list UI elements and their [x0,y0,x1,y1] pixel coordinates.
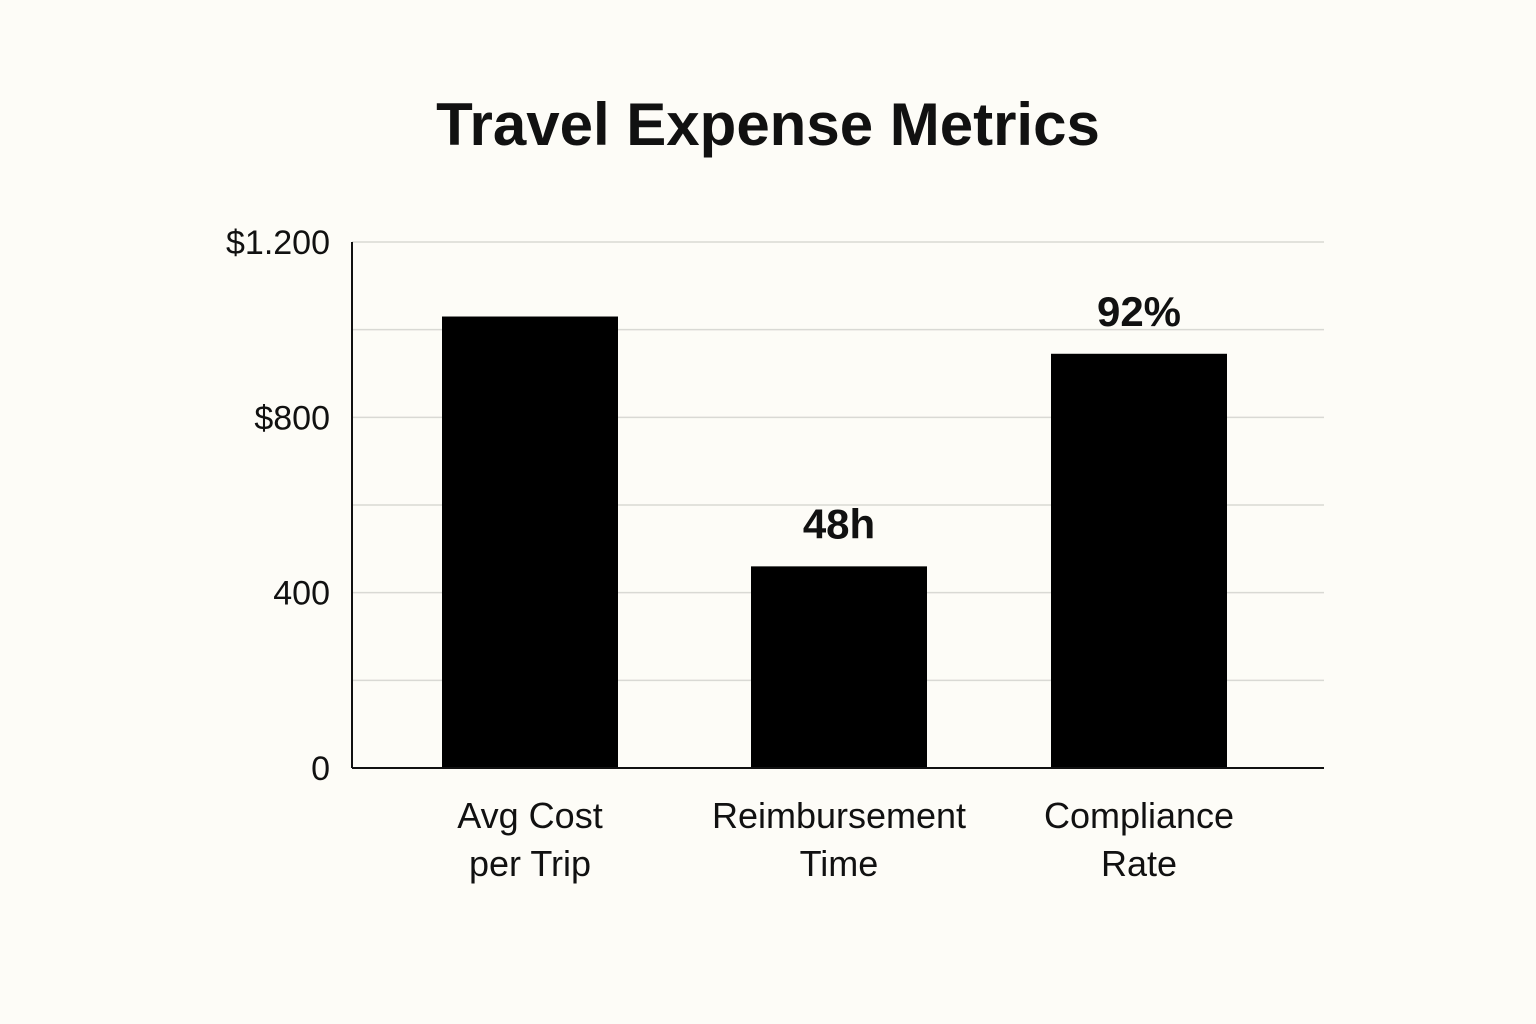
bar [751,566,927,768]
x-category-label-line: Time [800,843,879,884]
chart-title: Travel Expense Metrics [436,91,1100,158]
x-category-label: Avg Cost per Trip [457,795,602,884]
y-tick-label: $1.200 [226,224,330,262]
bar [1051,353,1227,768]
bars [442,316,1227,768]
bar [442,316,618,768]
x-category-label-line: Reimbursement [712,795,966,836]
labels: 0 400 $800 $1.200 Avg Cost per Trip Reimbursem… [226,224,1234,884]
y-tick-label: 0 [311,750,330,788]
bar-data-label: 92% [1097,288,1181,335]
x-category-label-line: per Trip [469,843,591,884]
x-category-label: Compliance Rate [1044,795,1234,884]
y-tick-label: $800 [254,399,330,437]
x-category-label-line: Rate [1101,843,1177,884]
x-category-label: Reimbursement Time [712,795,966,884]
bar-data-label: 48h [803,500,875,547]
y-tick-label: 400 [273,575,330,613]
x-category-label-line: Avg Cost [457,795,602,836]
axes [351,242,1324,769]
x-category-label-line: Compliance [1044,795,1234,836]
